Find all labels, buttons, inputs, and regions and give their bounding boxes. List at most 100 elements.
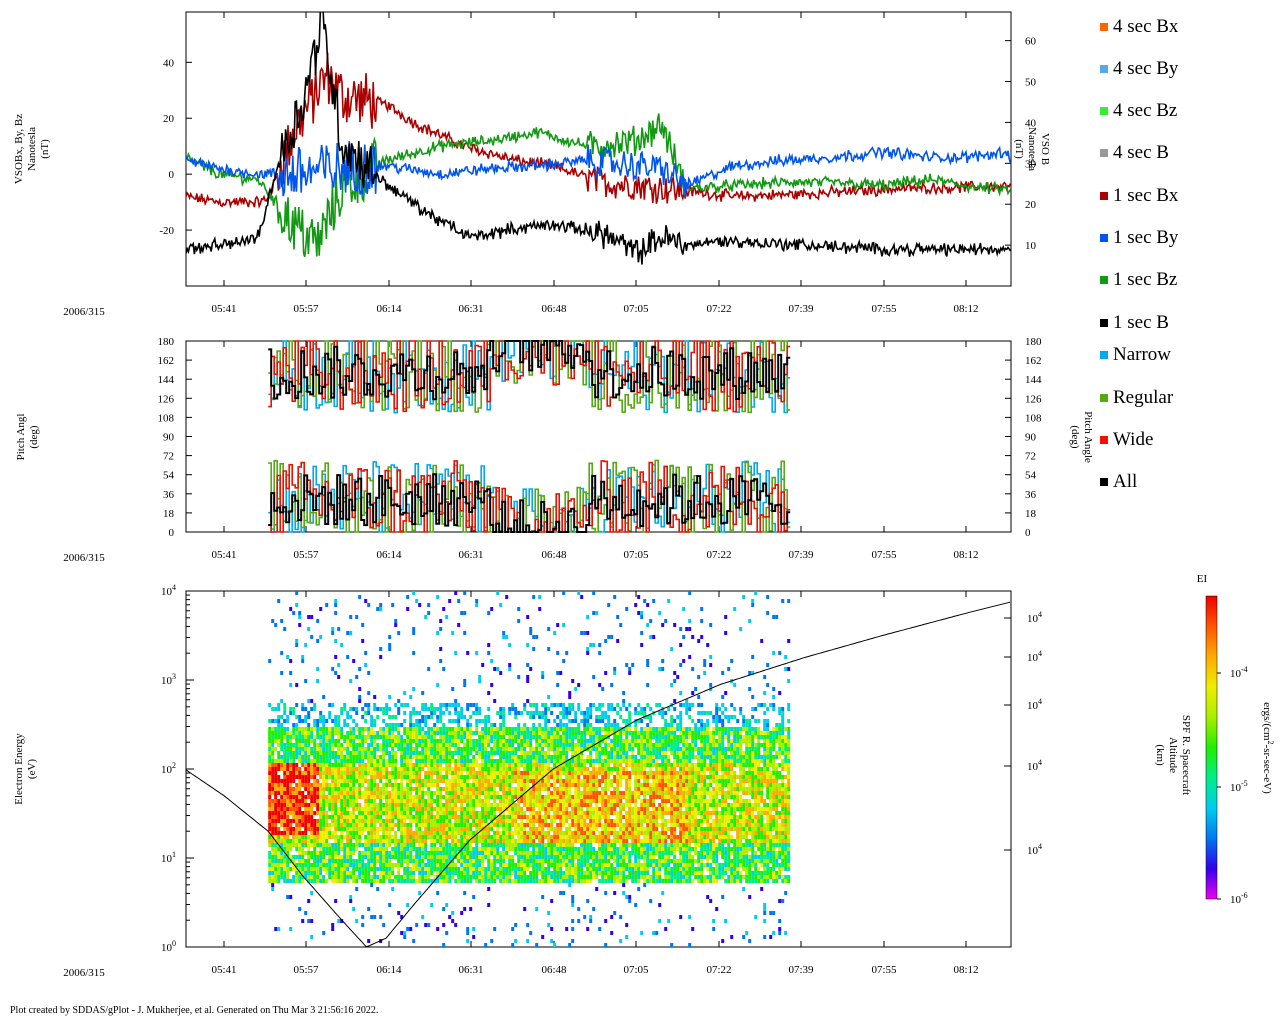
spectrogram-cell — [346, 747, 350, 751]
spectrogram-cell — [349, 819, 353, 823]
spectrogram-cell — [268, 819, 272, 823]
spectrogram-cell — [442, 807, 446, 811]
spectrogram-cell — [346, 783, 350, 787]
spectrogram-cell — [586, 631, 590, 635]
spectrogram-cell — [433, 859, 437, 863]
spectrogram-cell — [508, 783, 512, 787]
spectrogram-cell — [280, 787, 284, 791]
spectrogram-cell — [364, 747, 368, 751]
spectrogram-cell — [331, 811, 335, 815]
spectrogram-cell — [601, 719, 605, 723]
spectrogram-cell — [475, 739, 479, 743]
spectrogram-cell — [475, 827, 479, 831]
spectrogram-cell — [358, 727, 362, 731]
spectrogram-cell — [490, 775, 494, 779]
spectrogram-cell — [397, 799, 401, 803]
spectrogram-cell — [373, 719, 377, 723]
spectrogram-cell — [415, 819, 419, 823]
spectrogram-cell — [322, 727, 326, 731]
spectrogram-cell — [268, 739, 272, 743]
spectrogram-cell — [379, 763, 383, 767]
spectrogram-cell — [589, 735, 593, 739]
spectrogram-cell — [337, 779, 341, 783]
spectrogram-cell — [391, 871, 395, 875]
x-tick-label: 06:14 — [376, 964, 402, 976]
spectrogram-cell — [418, 775, 422, 779]
spectrogram-cell — [526, 767, 530, 771]
spectrogram-cell — [307, 879, 311, 883]
spectrogram-cell — [478, 763, 482, 767]
spectrogram-cell — [343, 815, 347, 819]
spectrogram-cell — [301, 803, 305, 807]
spectrogram-cell — [301, 727, 305, 731]
spectrogram-cell — [535, 815, 539, 819]
spectrogram-cell — [571, 771, 575, 775]
spectrogram-cell — [430, 771, 434, 775]
tick-exp: 4 — [1038, 758, 1042, 767]
spectrogram-cell — [361, 867, 365, 871]
spectrogram-cell — [391, 835, 395, 839]
spectrogram-cell — [529, 791, 533, 795]
spectrogram-cell — [451, 859, 455, 863]
spectrogram-cell — [286, 867, 290, 871]
spectrogram-cell — [490, 723, 494, 727]
spectrogram-cell — [319, 827, 323, 831]
spectrogram-cell — [310, 767, 314, 771]
spectrogram-cell — [454, 735, 458, 739]
spectrogram-cell — [370, 851, 374, 855]
spectrogram-cell — [373, 807, 377, 811]
spectrogram-cell — [316, 787, 320, 791]
spectrogram-cell — [574, 835, 578, 839]
spectrogram-cell — [403, 819, 407, 823]
spectrogram-cell — [337, 759, 341, 763]
spectrogram-cell — [433, 759, 437, 763]
spectrogram-cell — [511, 747, 515, 751]
spectrogram-cell — [604, 723, 608, 727]
spectrogram-cell — [271, 743, 275, 747]
spectrogram-cell — [586, 767, 590, 771]
spectrogram-cell — [511, 775, 515, 779]
spectrogram-cell — [343, 791, 347, 795]
spectrogram-cell — [436, 867, 440, 871]
spectrogram-cell — [370, 743, 374, 747]
spectrogram-cell — [427, 867, 431, 871]
spectrogram-cell — [373, 835, 377, 839]
spectrogram-cell — [316, 855, 320, 859]
spectrogram-cell — [532, 863, 536, 867]
spectrogram-cell — [589, 847, 593, 851]
spectrogram-cell — [442, 775, 446, 779]
spectrogram-cell — [586, 839, 590, 843]
spectrogram-cell — [442, 923, 446, 927]
spectrogram-cell — [589, 855, 593, 859]
spectrogram-cell — [499, 763, 503, 767]
spectrogram-cell — [271, 707, 275, 711]
spectrogram-cell — [274, 771, 278, 775]
spectrogram-cell — [451, 911, 455, 915]
spectrogram-cell — [541, 795, 545, 799]
spectrogram-cell — [562, 659, 566, 663]
spectrogram-cell — [277, 863, 281, 867]
spectrogram-cell — [478, 711, 482, 715]
spectrogram-cell — [403, 743, 407, 747]
spectrogram-cell — [514, 751, 518, 755]
spectrogram-cell — [331, 727, 335, 731]
spectrogram-cell — [562, 783, 566, 787]
spectrogram-cell — [448, 879, 452, 883]
spectrogram-cell — [394, 723, 398, 727]
spectrogram-cell — [571, 927, 575, 931]
spectrogram-cell — [466, 795, 470, 799]
spectrogram-cell — [535, 759, 539, 763]
spectrogram-cell — [466, 803, 470, 807]
spectrogram-cell — [361, 747, 365, 751]
spectrogram-cell — [532, 723, 536, 727]
spectrogram-cell — [553, 803, 557, 807]
spectrogram-cell — [487, 779, 491, 783]
spectrogram-cell — [298, 715, 302, 719]
x-tick-label: 05:57 — [293, 303, 319, 315]
spectrogram-cell — [424, 863, 428, 867]
spectrogram-cell — [562, 871, 566, 875]
spectrogram-cell — [514, 851, 518, 855]
spectrogram-cell — [385, 707, 389, 711]
spectrogram-cell — [310, 875, 314, 879]
spectrogram-cell — [568, 879, 572, 883]
